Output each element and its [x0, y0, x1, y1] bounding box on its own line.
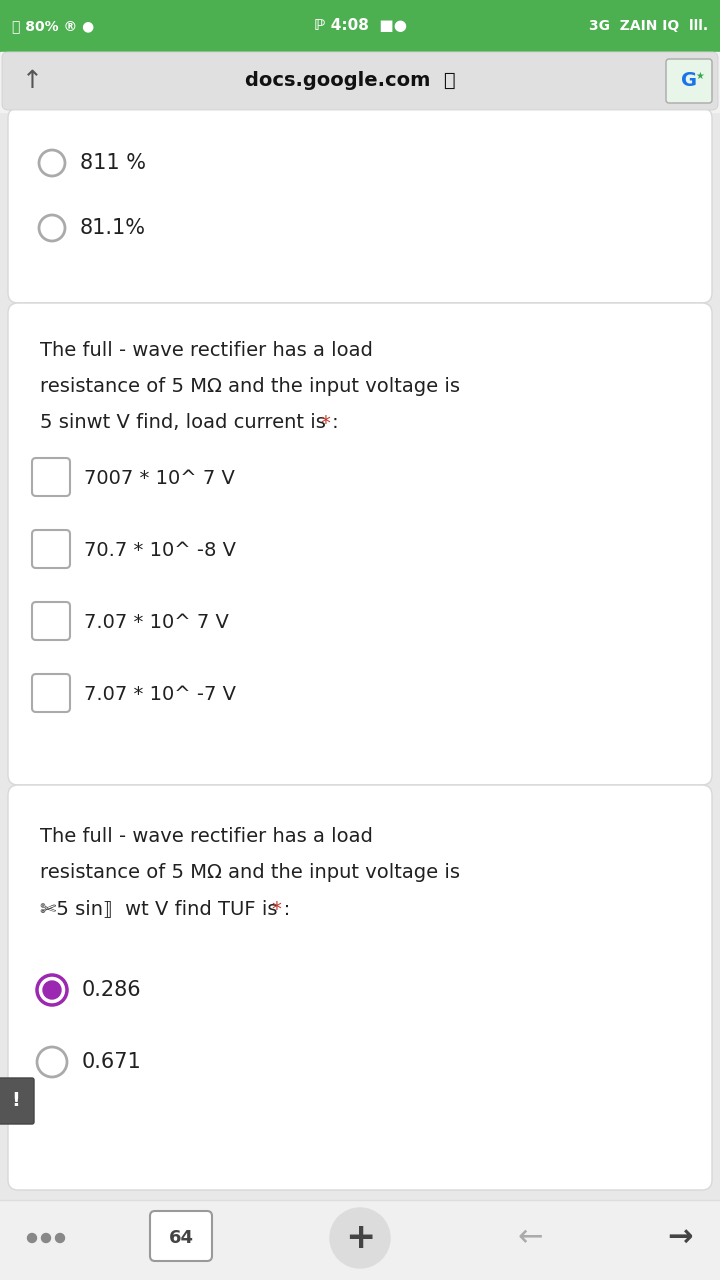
- Text: 811 %: 811 %: [80, 154, 146, 173]
- FancyBboxPatch shape: [8, 303, 712, 785]
- Text: ⬜ 80% ® ●: ⬜ 80% ® ●: [12, 19, 94, 33]
- FancyBboxPatch shape: [32, 458, 70, 495]
- Text: 7.07 * 10^ 7 V: 7.07 * 10^ 7 V: [84, 613, 229, 631]
- Text: →: →: [667, 1224, 693, 1253]
- Text: 7007 * 10^ 7 V: 7007 * 10^ 7 V: [84, 468, 235, 488]
- Text: ℙ 4:08  ■●: ℙ 4:08 ■●: [313, 18, 407, 33]
- Text: 5 sinwt V find, load current is :: 5 sinwt V find, load current is :: [40, 413, 345, 433]
- Text: 81.1%: 81.1%: [80, 218, 146, 238]
- FancyBboxPatch shape: [32, 530, 70, 568]
- Bar: [0, 0, 720, 52]
- Text: 70.7 * 10^ -8 V: 70.7 * 10^ -8 V: [84, 540, 236, 559]
- FancyBboxPatch shape: [8, 108, 712, 303]
- Text: docs.google.com  🔒: docs.google.com 🔒: [245, 72, 455, 91]
- Bar: [0, 52, 720, 111]
- Text: The full - wave rectifier has a load: The full - wave rectifier has a load: [40, 342, 373, 361]
- FancyBboxPatch shape: [666, 59, 712, 102]
- Text: *: *: [320, 413, 330, 433]
- Text: 3G  ZAIN IQ  lll.: 3G ZAIN IQ lll.: [589, 19, 708, 33]
- Text: *: *: [271, 900, 281, 919]
- Text: resistance of 5 MΩ and the input voltage is: resistance of 5 MΩ and the input voltage…: [40, 378, 460, 397]
- Text: resistance of 5 MΩ and the input voltage is: resistance of 5 MΩ and the input voltage…: [40, 864, 460, 882]
- Text: ★: ★: [696, 70, 704, 81]
- Text: 0.671: 0.671: [82, 1052, 142, 1073]
- FancyBboxPatch shape: [32, 602, 70, 640]
- Text: ←: ←: [517, 1224, 543, 1253]
- Circle shape: [27, 1234, 37, 1243]
- FancyBboxPatch shape: [0, 1078, 34, 1124]
- Text: 7.07 * 10^ -7 V: 7.07 * 10^ -7 V: [84, 685, 236, 704]
- Circle shape: [43, 980, 61, 998]
- Bar: [0, 1201, 720, 1280]
- Circle shape: [42, 1234, 50, 1243]
- Text: ✄5 sin⟧  wt V find TUF is :: ✄5 sin⟧ wt V find TUF is :: [40, 900, 297, 919]
- Text: ↑: ↑: [22, 69, 42, 93]
- FancyBboxPatch shape: [150, 1211, 212, 1261]
- Circle shape: [55, 1234, 65, 1243]
- Text: 64: 64: [168, 1229, 194, 1247]
- Circle shape: [330, 1208, 390, 1268]
- FancyBboxPatch shape: [32, 675, 70, 712]
- Text: !: !: [12, 1092, 20, 1111]
- Text: The full - wave rectifier has a load: The full - wave rectifier has a load: [40, 827, 373, 846]
- FancyBboxPatch shape: [2, 52, 718, 110]
- Text: +: +: [345, 1221, 375, 1254]
- Text: G: G: [681, 72, 697, 91]
- FancyBboxPatch shape: [8, 785, 712, 1190]
- Text: 0.286: 0.286: [82, 980, 142, 1000]
